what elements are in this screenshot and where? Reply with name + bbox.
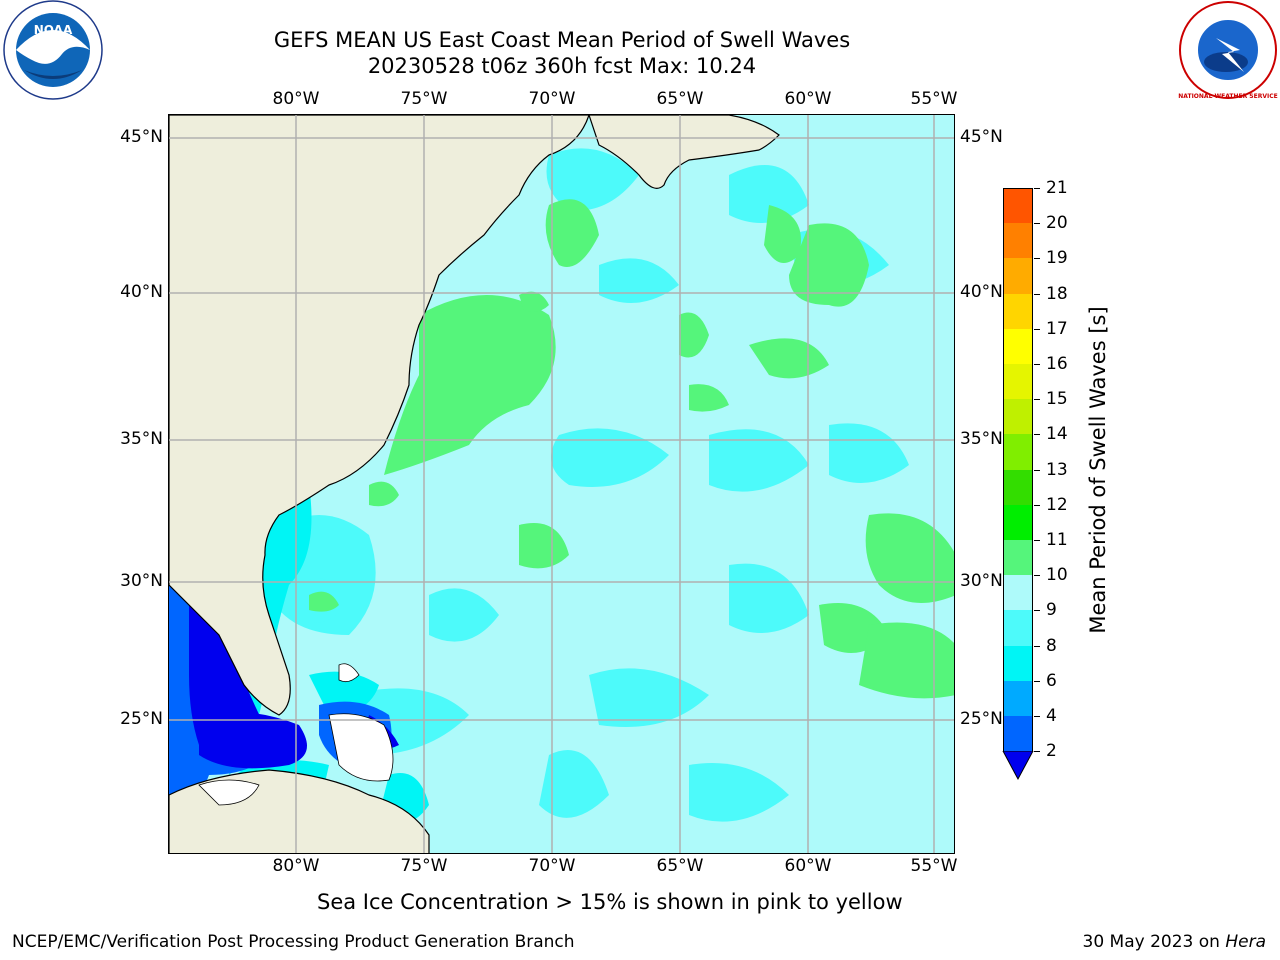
colorbar-tick-label: 21 <box>1046 178 1068 198</box>
colorbar-tick-label: 17 <box>1046 318 1068 339</box>
lon-label-top: 75°W <box>400 89 448 109</box>
footer-branch: NCEP/EMC/Verification Post Processing Pr… <box>12 932 575 952</box>
colorbar-segment <box>1003 716 1033 752</box>
lat-label-right: 40°N <box>960 282 1003 302</box>
colorbar-label: Mean Period of Swell Waves [s] <box>1086 306 1110 634</box>
sea-ice-note: Sea Ice Concentration > 15% is shown in … <box>317 890 903 914</box>
colorbar-tick-label: 9 <box>1046 600 1057 621</box>
colorbar-tick <box>1034 328 1040 330</box>
footer-host: Hera <box>1225 932 1266 952</box>
lon-label-bottom: 60°W <box>784 856 832 876</box>
colorbar <box>1003 188 1033 752</box>
colorbar-tick-label: 10 <box>1046 565 1068 586</box>
colorbar-segment <box>1003 258 1033 295</box>
colorbar-segment <box>1003 364 1033 400</box>
colorbar-tick-label: 11 <box>1046 530 1068 550</box>
lon-label-top: 70°W <box>528 89 576 109</box>
colorbar-tick <box>1034 223 1040 225</box>
colorbar-tick <box>1034 751 1040 753</box>
noaa-logo: NOAA <box>2 0 104 104</box>
colorbar-segment <box>1003 434 1033 471</box>
colorbar-extend-arrow <box>1002 751 1034 781</box>
national-weather-service-logo: NATIONAL WEATHER SERVICE <box>1178 0 1278 104</box>
colorbar-tick <box>1034 645 1040 647</box>
colorbar-tick-label: 20 <box>1046 213 1068 234</box>
svg-text:NOAA: NOAA <box>34 23 73 37</box>
lon-label-bottom: 75°W <box>400 856 448 876</box>
landmass <box>169 115 780 853</box>
lat-label-right: 35°N <box>960 429 1003 449</box>
contour-9-10s <box>309 199 954 699</box>
colorbar-tick-label: 2 <box>1046 741 1057 762</box>
colorbar-segment <box>1003 645 1033 682</box>
colorbar-tick <box>1034 716 1040 717</box>
footer-date-text: 30 May 2023 on <box>1082 932 1220 952</box>
colorbar-segment <box>1003 504 1033 541</box>
lat-label-right: 25°N <box>960 709 1003 729</box>
colorbar-segment <box>1003 399 1033 435</box>
colorbar-tick <box>1034 364 1040 365</box>
colorbar-segment <box>1003 680 1033 717</box>
colorbar-tick-label: 16 <box>1046 354 1068 374</box>
colorbar-tick-label: 4 <box>1046 706 1057 726</box>
colorbar-tick <box>1034 434 1040 436</box>
lat-label-right: 30°N <box>960 571 1003 591</box>
lat-label-left: 45°N <box>120 127 163 147</box>
colorbar-segment <box>1003 188 1033 224</box>
lon-label-bottom: 80°W <box>272 856 320 876</box>
colorbar-tick-label: 12 <box>1046 494 1068 515</box>
lon-label-top: 65°W <box>656 89 704 109</box>
lat-label-left: 25°N <box>120 709 163 729</box>
colorbar-tick-label: 8 <box>1046 635 1057 656</box>
colorbar-tick <box>1034 610 1040 612</box>
swell-period-map <box>168 114 955 854</box>
lon-label-bottom: 55°W <box>910 856 958 876</box>
colorbar-segment <box>1003 293 1033 330</box>
colorbar-tick <box>1034 540 1040 541</box>
colorbar-tick-label: 13 <box>1046 459 1068 480</box>
colorbar-tick-label: 14 <box>1046 424 1068 445</box>
lat-label-left: 40°N <box>120 282 163 302</box>
chart-subtitle: 20230528 t06z 360h fcst Max: 10.24 <box>367 54 757 78</box>
colorbar-tick-label: 19 <box>1046 248 1068 269</box>
colorbar-segment <box>1003 469 1033 506</box>
colorbar-segment <box>1003 223 1033 259</box>
svg-text:NATIONAL WEATHER SERVICE: NATIONAL WEATHER SERVICE <box>1178 93 1277 100</box>
lat-label-left: 35°N <box>120 429 163 449</box>
footer-date: 30 May 2023 on Hera <box>1083 932 1267 952</box>
colorbar-tick <box>1034 188 1040 189</box>
colorbar-tick <box>1034 258 1040 260</box>
lat-label-left: 30°N <box>120 571 163 591</box>
lon-label-top: 55°W <box>910 89 958 109</box>
lon-label-top: 80°W <box>272 89 320 109</box>
lon-label-bottom: 70°W <box>528 856 576 876</box>
graticule <box>169 115 954 853</box>
colorbar-segment <box>1003 575 1033 611</box>
colorbar-tick <box>1034 680 1040 682</box>
bahamas-islands <box>198 663 394 806</box>
colorbar-tick-label: 15 <box>1046 389 1068 410</box>
colorbar-tick-label: 18 <box>1046 283 1068 304</box>
colorbar-tick-label: 6 <box>1046 670 1057 691</box>
lat-label-right: 45°N <box>960 127 1003 147</box>
colorbar-tick <box>1034 575 1040 577</box>
lon-label-bottom: 65°W <box>656 856 704 876</box>
colorbar-segment <box>1003 610 1033 647</box>
colorbar-tick <box>1034 399 1040 401</box>
colorbar-segment <box>1003 540 1033 576</box>
colorbar-tick <box>1034 469 1040 471</box>
colorbar-segment <box>1003 328 1033 365</box>
chart-title: GEFS MEAN US East Coast Mean Period of S… <box>273 28 851 52</box>
colorbar-tick <box>1034 504 1040 506</box>
colorbar-tick <box>1034 293 1040 295</box>
lon-label-top: 60°W <box>784 89 832 109</box>
